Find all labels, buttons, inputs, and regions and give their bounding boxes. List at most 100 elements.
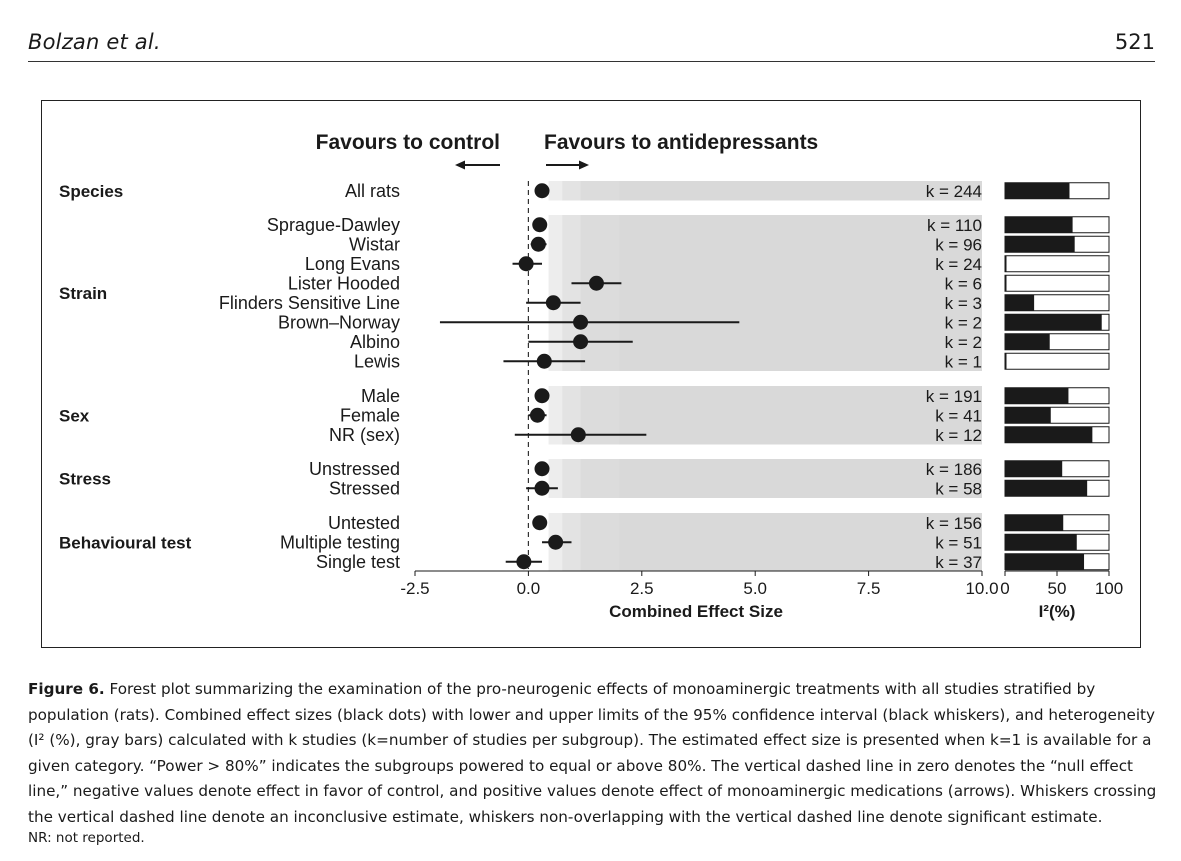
group-band	[548, 459, 982, 498]
group-band-light	[548, 459, 563, 498]
i2-bar-fill	[1005, 407, 1051, 424]
row-label: Unstressed	[309, 459, 400, 479]
i2-bar-fill	[1005, 553, 1085, 570]
caption-label: Figure 6.	[28, 680, 105, 698]
k-count: k = 96	[935, 235, 982, 254]
group-band	[548, 513, 982, 572]
row-label: Long Evans	[305, 254, 400, 274]
i2-bar-fill	[1005, 314, 1102, 331]
i2-tick-label: 100	[1095, 579, 1123, 598]
group-band-light	[548, 215, 563, 371]
i2-bar-fill	[1005, 460, 1063, 477]
row-label: Sprague-Dawley	[267, 215, 400, 235]
effect-estimate-dot	[573, 334, 589, 350]
forest-plot: Favours to control Favours to antidepress…	[59, 131, 1123, 621]
effect-estimate-dot	[516, 554, 532, 570]
i2-bar-fill	[1005, 387, 1069, 404]
group-band-mid2	[580, 459, 620, 498]
figure-frame: Favours to control Favours to antidepress…	[41, 100, 1141, 648]
group-band	[548, 181, 982, 201]
k-count: k = 1	[945, 352, 982, 371]
i2-axis-label: I²(%)	[1039, 602, 1076, 621]
i2-bar-fill	[1005, 255, 1007, 272]
running-author: Bolzan et al.	[28, 30, 161, 54]
group-label: Sex	[59, 406, 90, 425]
effect-estimate-dot	[529, 407, 545, 423]
row-label: Flinders Sensitive Line	[219, 293, 400, 313]
k-count: k = 156	[926, 514, 982, 533]
i2-bar-fill	[1005, 353, 1007, 370]
i2-tick-label: 0	[1000, 579, 1009, 598]
page-number: 521	[1114, 30, 1155, 54]
effect-estimate-dot	[530, 236, 546, 252]
i2-bar-frame	[1004, 352, 1110, 370]
x-tick-label: 10.0	[965, 579, 998, 598]
effect-estimate-dot	[518, 256, 534, 272]
k-count: k = 2	[945, 333, 982, 352]
group-band-mid2	[580, 215, 620, 371]
i2-bar-fill	[1005, 480, 1088, 497]
i2-bar-fill	[1005, 426, 1093, 443]
row-label: Albino	[350, 332, 400, 352]
effect-estimate-dot	[532, 217, 548, 233]
row-label: Wistar	[349, 234, 400, 254]
favours-antidepressants-label: Favours to antidepressants	[544, 131, 818, 154]
effect-estimate-dot	[534, 480, 550, 496]
row-label: Lewis	[354, 351, 400, 371]
i2-bar-fill	[1005, 236, 1075, 253]
caption-text: Forest plot summarizing the examination …	[28, 680, 1157, 826]
group-label: Species	[59, 182, 123, 201]
figure-caption: Figure 6. Forest plot summarizing the ex…	[28, 677, 1158, 848]
arrow-left-head	[455, 160, 465, 170]
k-count: k = 58	[935, 479, 982, 498]
effect-estimate-dot	[588, 275, 604, 291]
i2-bar-frame	[1004, 255, 1110, 273]
x-tick-label: 7.5	[857, 579, 881, 598]
k-count: k = 110	[927, 216, 982, 235]
k-count: k = 2	[945, 313, 982, 332]
group-band-mid	[562, 459, 581, 498]
group-label: Strain	[59, 284, 107, 303]
i2-tick-label: 50	[1048, 579, 1067, 598]
k-count: k = 12	[935, 426, 982, 445]
arrow-right-head	[579, 160, 589, 170]
group-band	[548, 215, 982, 371]
effect-estimate-dot	[573, 314, 589, 330]
group-band-light	[548, 181, 563, 201]
i2-bar-fill	[1005, 182, 1070, 199]
group-band-mid2	[580, 513, 620, 572]
k-count: k = 24	[935, 255, 982, 274]
group-label: Behavioural test	[59, 533, 192, 552]
row-label: Female	[340, 405, 400, 425]
i2-bar-fill	[1005, 275, 1007, 292]
row-label: NR (sex)	[329, 425, 400, 445]
row-label: Brown–Norway	[278, 312, 400, 332]
i2-bar-fill	[1005, 216, 1073, 233]
effect-estimate-dot	[548, 534, 564, 550]
x-axis-label: Combined Effect Size	[609, 602, 783, 621]
group-band-mid	[562, 215, 581, 371]
i2-bar-fill	[1005, 514, 1064, 531]
k-count: k = 37	[935, 553, 982, 572]
x-tick-label: -2.5	[400, 579, 429, 598]
k-count: k = 41	[935, 406, 982, 425]
row-label: Untested	[328, 513, 400, 533]
effect-estimate-dot	[534, 183, 550, 199]
i2-bar-fill	[1005, 333, 1050, 350]
group-band-mid	[562, 181, 581, 201]
effect-estimate-dot	[534, 461, 550, 477]
x-tick-label: 0.0	[517, 579, 541, 598]
effect-estimate-dot	[536, 353, 552, 369]
row-label: Single test	[316, 552, 400, 572]
k-count: k = 3	[945, 294, 982, 313]
effect-estimate-dot	[532, 515, 548, 531]
x-tick-label: 5.0	[743, 579, 767, 598]
x-tick-label: 2.5	[630, 579, 654, 598]
group-band-light	[548, 386, 563, 445]
k-count: k = 6	[945, 274, 982, 293]
caption-note: NR: not reported.	[28, 830, 145, 846]
k-count: k = 191	[926, 387, 982, 406]
k-count: k = 244	[926, 182, 982, 201]
effect-estimate-dot	[534, 388, 550, 404]
effect-estimate-dot	[570, 427, 586, 443]
